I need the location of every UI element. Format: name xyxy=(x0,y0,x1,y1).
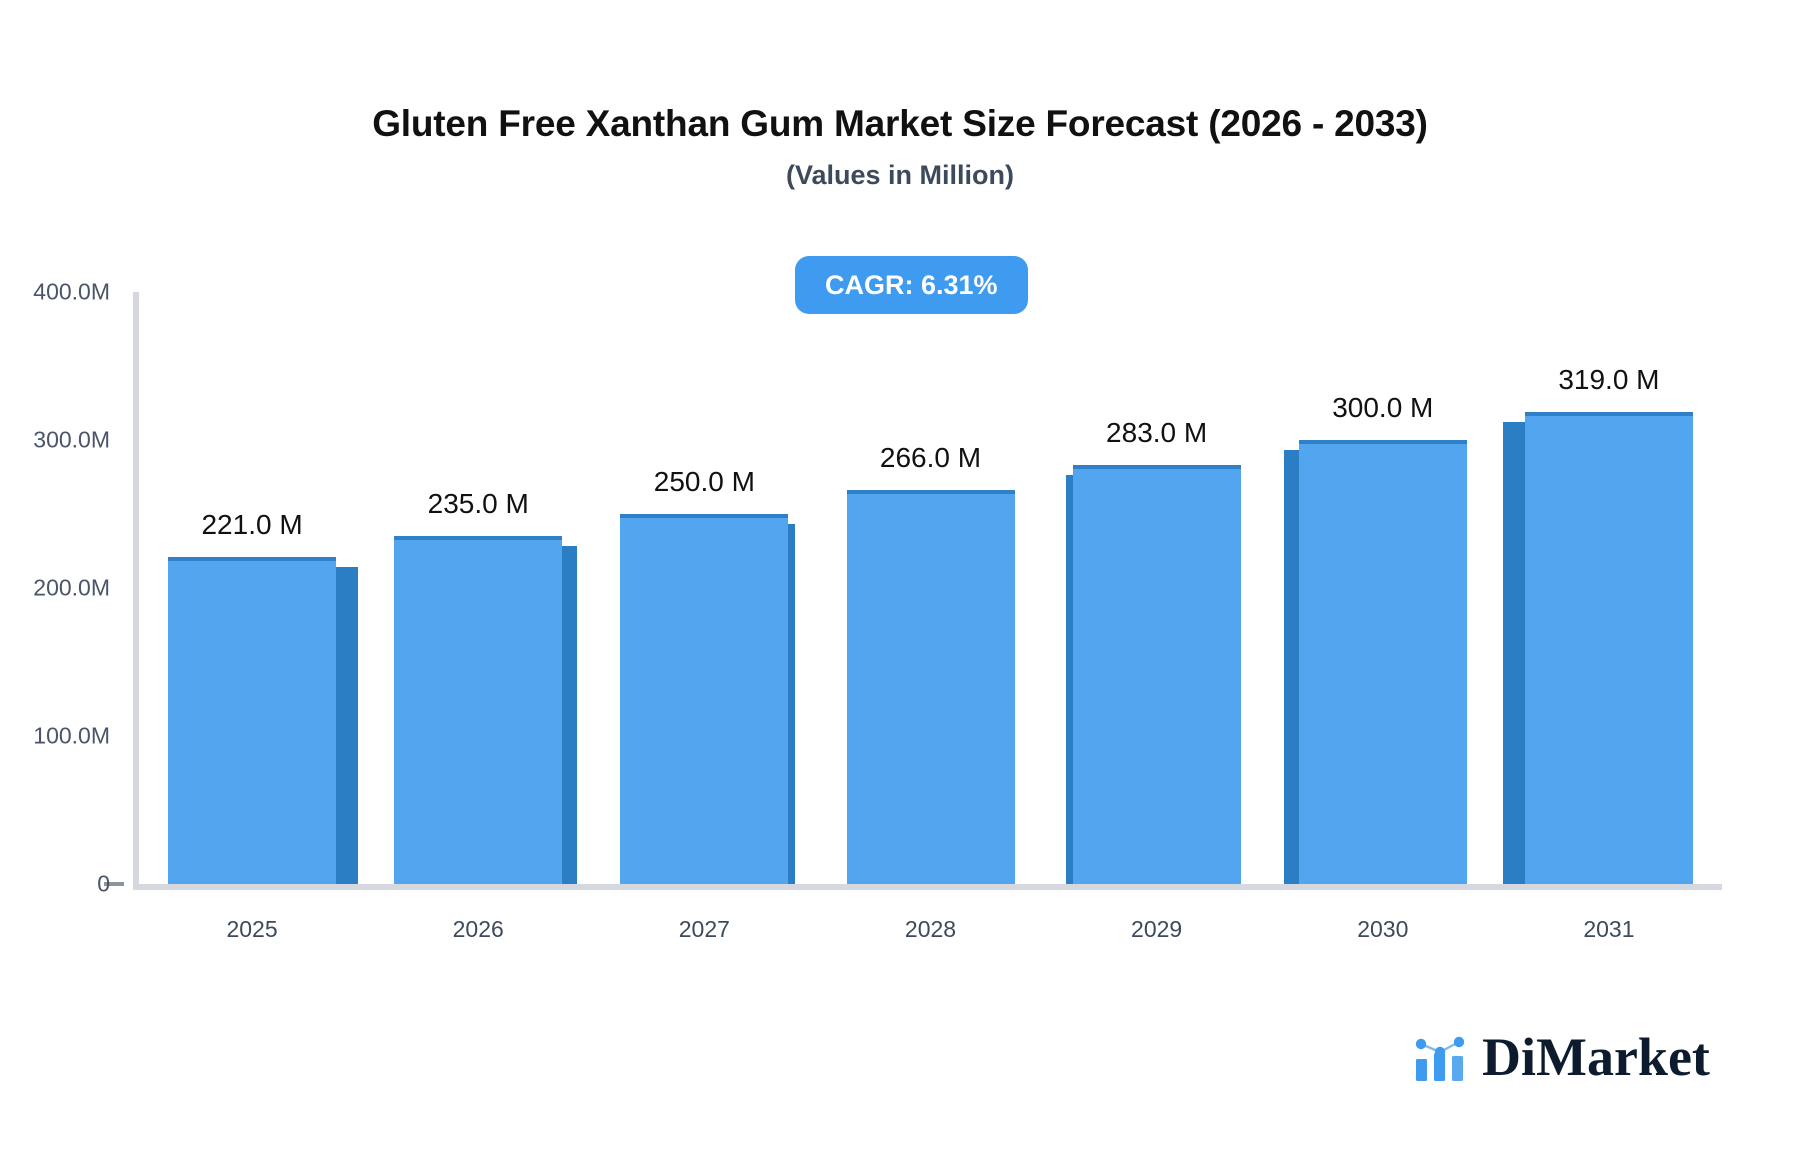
bar xyxy=(168,556,359,884)
x-axis-tick-label: 2029 xyxy=(1131,916,1183,942)
title-block: Gluten Free Xanthan Gum Market Size Fore… xyxy=(0,103,1800,190)
bar-side-face xyxy=(336,566,359,884)
cagr-badge: CAGR: 6.31% xyxy=(795,256,1028,314)
y-axis-tick-label: 0 xyxy=(97,870,110,897)
bar-value-label: 221.0 M xyxy=(201,508,303,540)
chart-subtitle: (Values in Million) xyxy=(785,159,1015,190)
bar-front-face xyxy=(1072,465,1241,884)
y-axis-tick-label: 400.0M xyxy=(33,278,110,305)
bar-side-face xyxy=(788,524,796,884)
bar-front-face xyxy=(1298,440,1467,884)
bar xyxy=(1502,411,1693,884)
y-axis-tick-label: 300.0M xyxy=(33,426,110,453)
bar-value-label: 250.0 M xyxy=(653,466,755,497)
page-title: Gluten Free Xanthan Gum Market Size Fore… xyxy=(372,103,1428,144)
bar-side-face xyxy=(1065,475,1073,884)
bar-front-face xyxy=(394,536,563,884)
y-axis-tick-label: 100.0M xyxy=(33,722,110,749)
bar xyxy=(1065,465,1241,884)
bar-front-face xyxy=(846,490,1015,884)
y-axis-line xyxy=(133,292,139,884)
x-axis-tick-label: 2025 xyxy=(226,916,278,942)
brand-name: DiMarket xyxy=(1482,1027,1710,1087)
brand-logo: DiMarket xyxy=(1412,1030,1710,1084)
bar-value-label: 300.0 M xyxy=(1332,392,1434,423)
bar-value-label: 235.0 M xyxy=(427,488,529,520)
y-axis-zero-tick xyxy=(104,882,124,886)
x-axis-tick-label: 2030 xyxy=(1357,916,1409,942)
bar-side-face xyxy=(562,546,578,884)
bar xyxy=(394,536,578,884)
y-axis-tick-label: 200.0M xyxy=(33,574,110,601)
x-axis-tick-label: 2028 xyxy=(904,916,957,942)
cagr-badge-label: CAGR: 6.31% xyxy=(825,269,998,300)
bar xyxy=(620,514,796,884)
x-axis-tick-label: 2027 xyxy=(678,916,730,942)
x-axis-tick-label: 2031 xyxy=(1583,916,1635,942)
bar-side-face xyxy=(1502,421,1525,884)
bar-chart-logo-icon xyxy=(1415,1036,1465,1081)
bar-value-label: 266.0 M xyxy=(879,442,982,474)
x-axis-tick-label: 2026 xyxy=(452,916,504,942)
bar-value-label: 319.0 M xyxy=(1558,363,1660,395)
bar-front-face xyxy=(620,514,789,884)
x-axis-line xyxy=(133,884,1722,890)
bar-side-face xyxy=(1283,450,1299,884)
bar xyxy=(846,490,1015,884)
bar-front-face xyxy=(1524,411,1693,884)
bar-value-label: 283.0 M xyxy=(1106,417,1208,449)
bar-front-face xyxy=(168,556,337,884)
bar xyxy=(1283,440,1467,884)
